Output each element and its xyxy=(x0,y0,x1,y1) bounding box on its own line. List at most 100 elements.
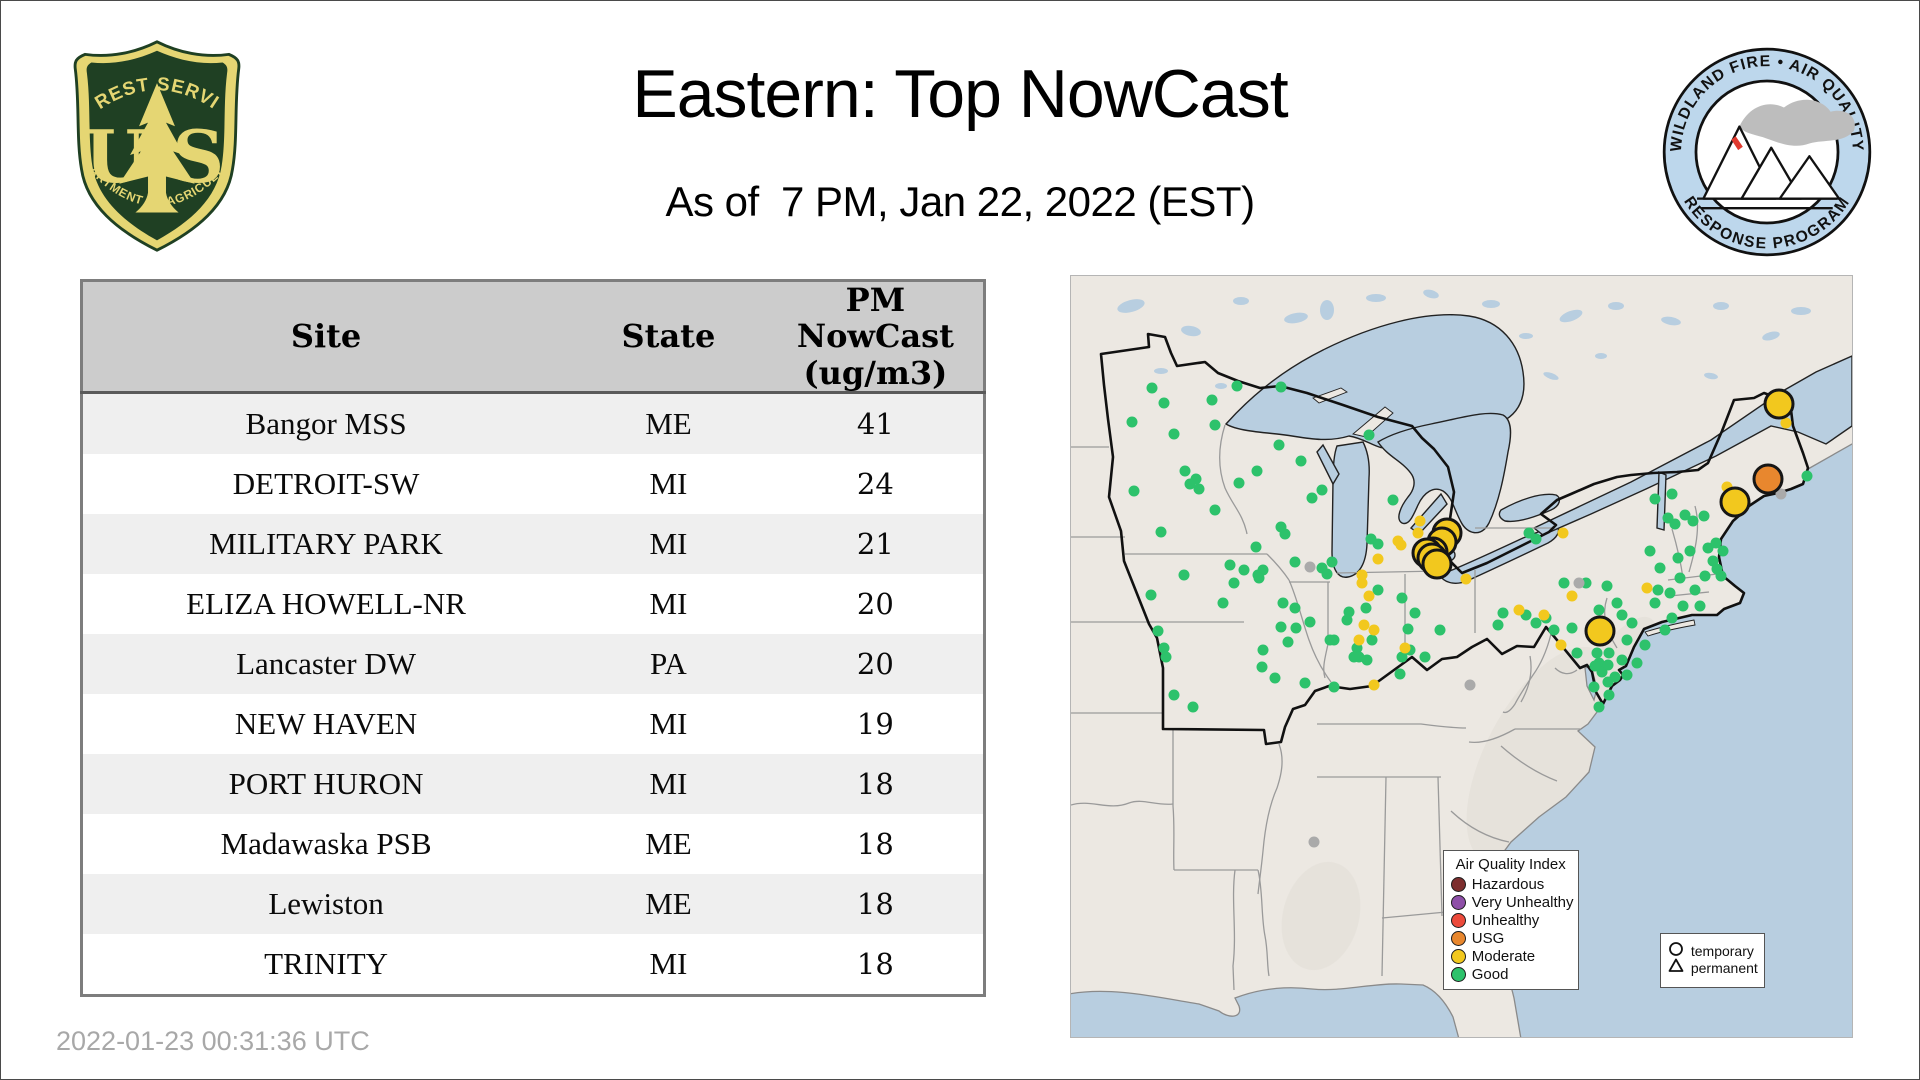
aqi-swatch-icon xyxy=(1450,877,1466,893)
marker-layer xyxy=(1071,276,1852,1037)
good-monitor-dot xyxy=(1674,572,1686,584)
good-monitor-dot xyxy=(1621,669,1633,681)
nowcast-table-body: Bangor MSS ME 41 DETROIT-SW MI 24 MILITARY PAR… xyxy=(81,392,985,996)
aqi-legend-items: Hazardous Very Unhealthy Unhealthy USG Moder… xyxy=(1450,876,1574,984)
moderate-monitor-dot xyxy=(1538,609,1549,621)
col-header-site: Site xyxy=(81,280,570,395)
good-monitor-dot xyxy=(1571,647,1583,659)
good-monitor-dot xyxy=(1530,533,1542,545)
aqi-swatch-icon xyxy=(1450,931,1466,947)
good-monitor-dot xyxy=(1497,607,1509,619)
good-monitor-dot xyxy=(1168,689,1180,701)
value-cell: 20 xyxy=(856,647,894,682)
good-monitor-dot xyxy=(1694,600,1706,611)
good-monitor-dot xyxy=(1396,651,1408,663)
moderate-monitor-dot xyxy=(1363,590,1375,602)
good-monitor-dot xyxy=(1699,570,1711,582)
good-monitor-dot xyxy=(1659,624,1671,636)
site-cell: PORT HURON xyxy=(228,766,424,802)
value-cell: 21 xyxy=(856,527,894,562)
moderate-monitor-dot xyxy=(1395,539,1407,551)
wfaqrp-ring-icon: WILDLAND FIRE • AIR QUALITY RESPONSE PRO… xyxy=(1662,47,1872,257)
aqi-legend-item: Good xyxy=(1450,966,1571,984)
good-monitor-dot xyxy=(1710,537,1722,549)
good-monitor-dot xyxy=(1160,651,1172,663)
good-monitor-dot xyxy=(1616,654,1628,666)
site-cell: Madawaska PSB xyxy=(220,826,432,862)
good-monitor-dot xyxy=(1402,623,1414,635)
good-monitor-dot xyxy=(1190,473,1202,485)
state-cell: MI xyxy=(649,766,688,802)
usfs-letter-s: S xyxy=(172,115,224,199)
usfs-letter-u: U xyxy=(84,115,147,199)
good-monitor-dot xyxy=(1253,572,1265,584)
pine-tree-icon xyxy=(119,83,195,213)
good-monitor-dot xyxy=(1179,465,1191,477)
good-monitor-dot xyxy=(1152,625,1164,637)
moderate-monitor-dot xyxy=(1356,577,1368,589)
good-monitor-dot xyxy=(1387,494,1399,506)
good-monitor-dot xyxy=(1698,510,1710,522)
smoke-icon xyxy=(1739,99,1855,146)
good-monitor-dot xyxy=(1372,584,1384,596)
good-monitor-dot xyxy=(1530,617,1542,629)
aqi-legend-label: Hazardous xyxy=(1471,876,1545,894)
good-monitor-dot xyxy=(1666,488,1678,500)
value-cell: 19 xyxy=(856,707,894,742)
temporary-marker-icon xyxy=(1668,941,1683,956)
good-monitor-dot xyxy=(1250,541,1262,553)
good-monitor-dot xyxy=(1256,661,1268,673)
table-row: Lewiston ME 18 xyxy=(81,874,985,935)
good-monitor-dot xyxy=(1275,621,1287,633)
good-monitor-dot xyxy=(1184,478,1196,490)
good-monitor-dot xyxy=(1290,622,1302,634)
good-monitor-dot xyxy=(1351,642,1363,654)
moderate-top-site-marker xyxy=(1421,548,1453,580)
flame-icon xyxy=(1731,136,1743,151)
col-header-value: PM NowCast (ug/m3) xyxy=(767,280,985,395)
aqi-legend-item: Very Unhealthy xyxy=(1450,894,1574,912)
good-monitor-dot xyxy=(1639,639,1651,651)
good-monitor-dot xyxy=(1520,609,1532,621)
inactive-monitor-dot xyxy=(1573,577,1585,589)
good-monitor-dot xyxy=(1621,634,1633,646)
good-monitor-dot xyxy=(1601,580,1613,592)
good-monitor-dot xyxy=(1128,485,1140,497)
good-monitor-dot xyxy=(1209,504,1221,516)
moderate-monitor-dot xyxy=(1358,619,1370,631)
site-cell: TRINITY xyxy=(264,946,389,982)
good-monitor-dot xyxy=(1702,542,1714,554)
inactive-monitor-dot xyxy=(1308,836,1320,848)
good-monitor-dot xyxy=(1649,597,1661,609)
good-monitor-dot xyxy=(1279,528,1291,540)
table-row: Bangor MSS ME 41 xyxy=(81,392,985,455)
good-monitor-dot xyxy=(1662,512,1674,524)
good-monitor-dot xyxy=(1217,597,1228,609)
good-monitor-dot xyxy=(1611,597,1623,609)
good-monitor-dot xyxy=(1419,651,1431,662)
state-cell: MI xyxy=(649,586,688,622)
moderate-top-site-marker xyxy=(1719,486,1751,518)
good-monitor-dot xyxy=(1206,394,1218,406)
good-monitor-dot xyxy=(1801,470,1813,482)
site-cell: DETROIT-SW xyxy=(232,466,420,502)
table-row: PORT HURON MI 18 xyxy=(81,754,985,815)
table-header-row: Site State PM NowCast (ug/m3) xyxy=(81,280,985,395)
state-cell: ME xyxy=(645,886,692,922)
mountains-icon xyxy=(1697,125,1841,210)
good-monitor-dot xyxy=(1365,533,1377,545)
good-monitor-dot xyxy=(1679,509,1691,521)
moderate-monitor-dot xyxy=(1566,590,1578,602)
site-cell: Lancaster DW xyxy=(236,646,416,682)
value-cell: 18 xyxy=(856,767,894,802)
state-cell: MI xyxy=(649,466,688,502)
good-monitor-dot xyxy=(1684,545,1696,557)
good-monitor-dot xyxy=(1187,701,1199,713)
marker-type-legend: temporary permanent xyxy=(1659,932,1766,988)
moderate-monitor-dot xyxy=(1399,642,1411,654)
aqi-swatch-icon xyxy=(1450,967,1466,983)
moderate-monitor-dot xyxy=(1414,515,1426,527)
aqi-legend-label: Very Unhealthy xyxy=(1471,894,1574,912)
good-monitor-dot xyxy=(1626,617,1638,629)
good-monitor-dot xyxy=(1145,589,1157,601)
